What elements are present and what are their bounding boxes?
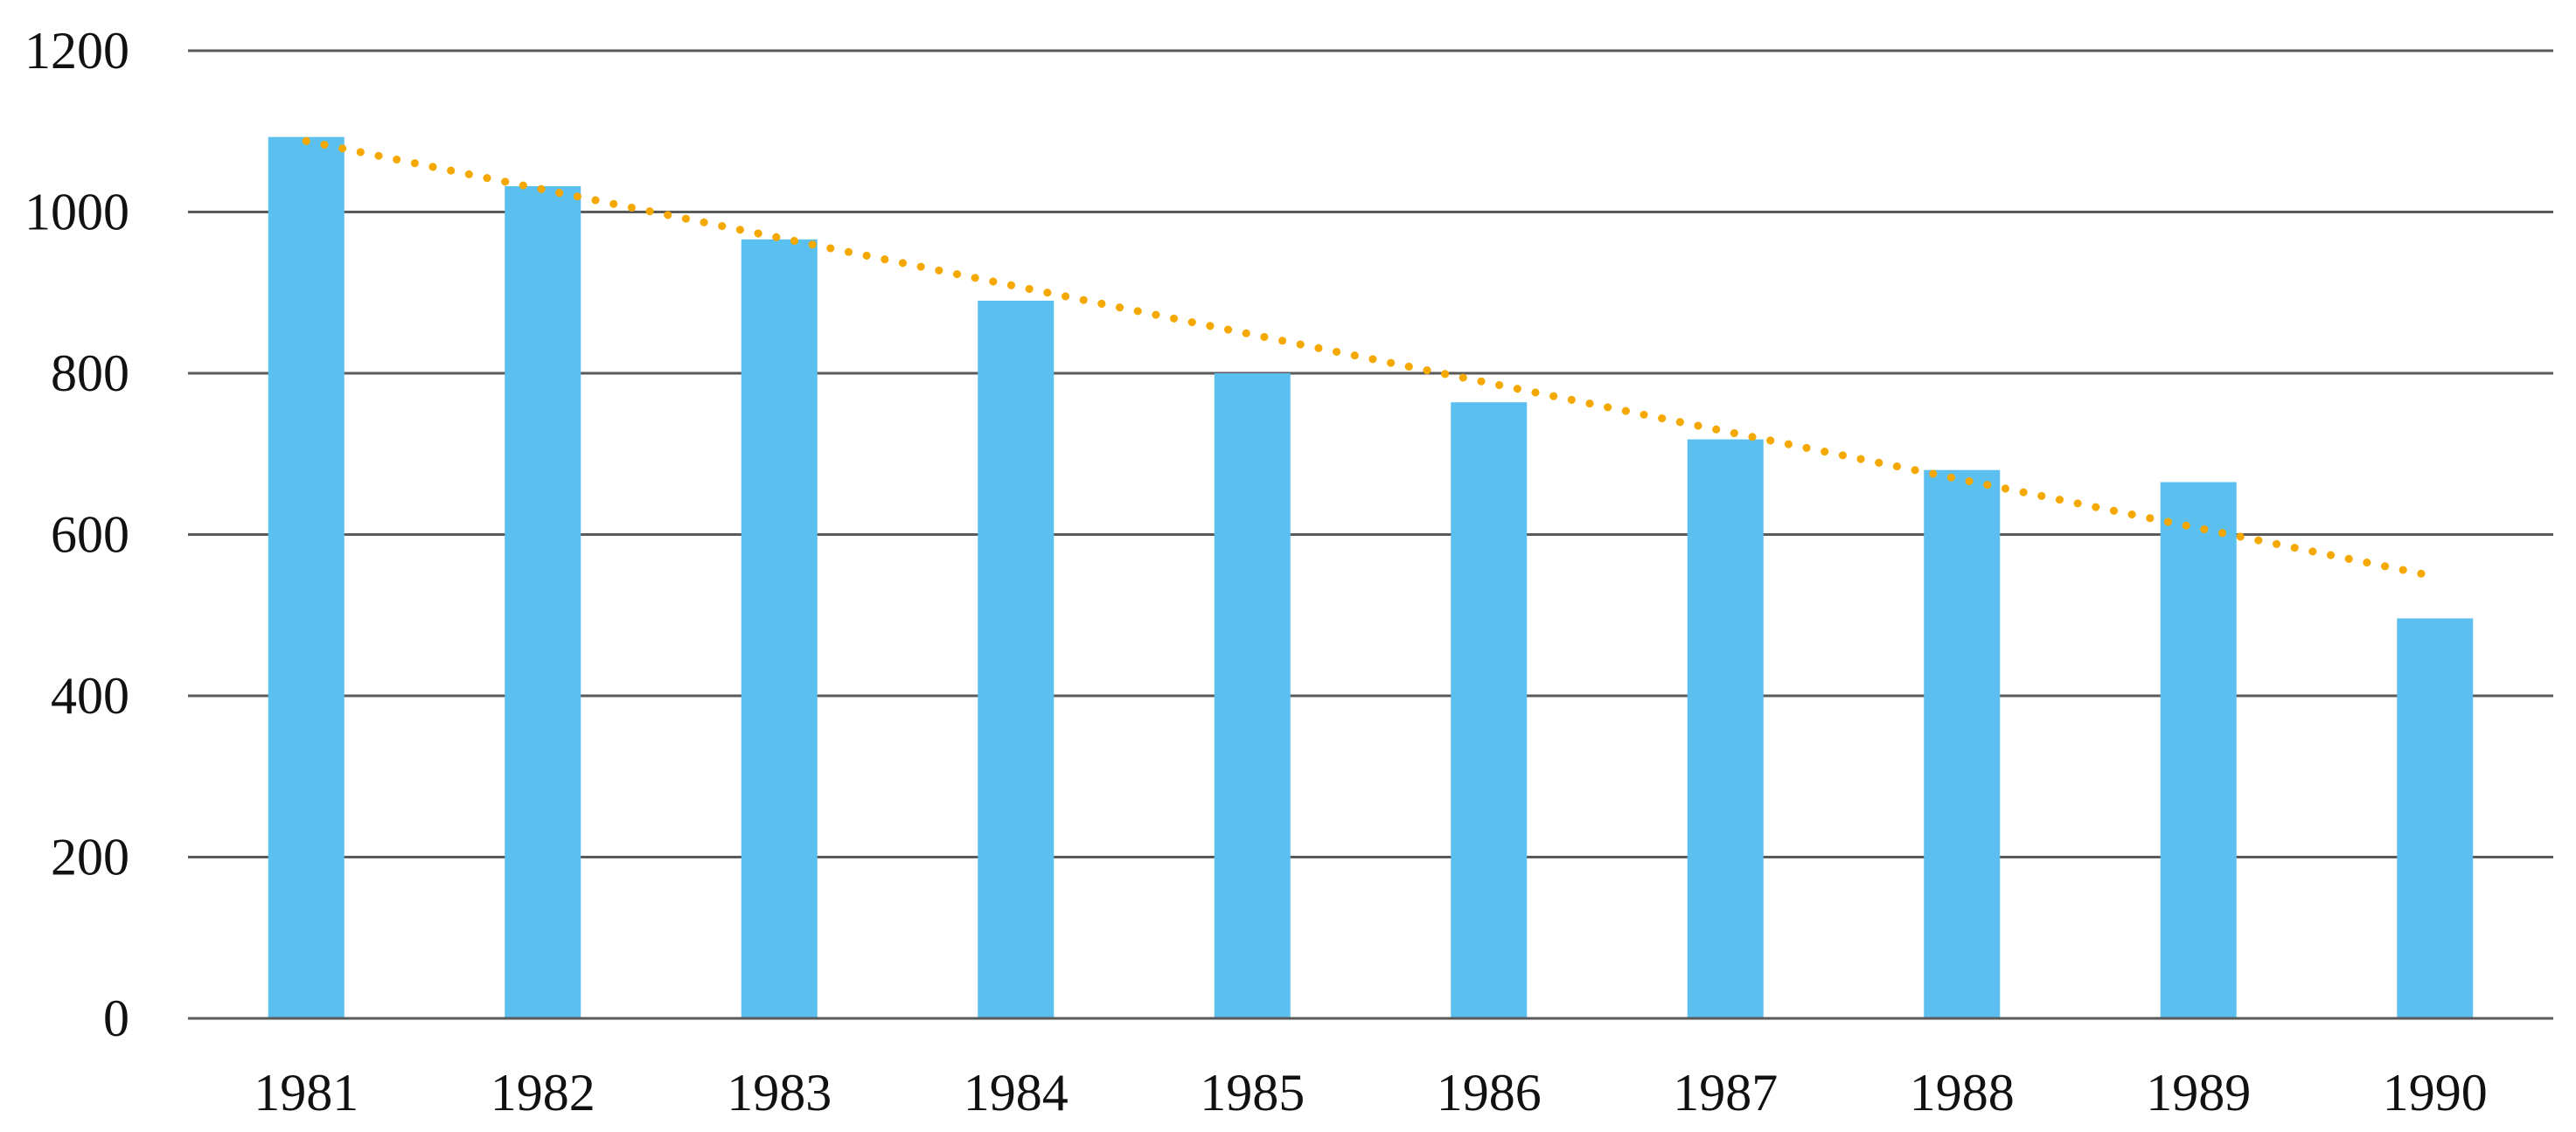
x-tick-label: 1985 xyxy=(1200,1064,1305,1122)
bar-1985 xyxy=(1214,373,1291,1018)
bar-1987 xyxy=(1687,439,1764,1018)
trendline-layer xyxy=(302,136,2440,580)
x-tick-label: 1989 xyxy=(2146,1064,2251,1122)
x-tick-label: 1987 xyxy=(1673,1064,1778,1122)
x-tick-label: 1984 xyxy=(964,1064,1069,1122)
trendline xyxy=(302,136,2440,580)
x-tick-label: 1983 xyxy=(727,1064,832,1122)
x-tick-label: 1986 xyxy=(1437,1064,1542,1122)
bar-1984 xyxy=(978,300,1055,1019)
bar-1989 xyxy=(2160,482,2237,1018)
y-tick-label: 800 xyxy=(51,344,129,402)
y-tick-label: 400 xyxy=(51,667,129,725)
bar-1990 xyxy=(2397,618,2474,1018)
gridlines xyxy=(188,49,2553,858)
bars xyxy=(268,136,2474,1019)
x-tick-label: 1981 xyxy=(254,1064,359,1122)
bar-1988 xyxy=(1924,469,2001,1018)
y-tick-label: 1000 xyxy=(24,184,129,241)
bar-1983 xyxy=(741,239,818,1018)
bar-1986 xyxy=(1451,402,1528,1019)
bar-1981 xyxy=(268,136,345,1018)
y-tick-labels: 0 200 400 600 800 1000 1200 xyxy=(24,22,129,1047)
y-tick-label: 1200 xyxy=(24,22,129,80)
x-tick-label: 1982 xyxy=(491,1064,595,1122)
bar-1982 xyxy=(505,185,581,1019)
y-tick-label: 200 xyxy=(51,829,129,886)
x-tick-labels: 1981 1982 1983 1984 1985 1986 1987 1988 1989 1990 xyxy=(254,1064,2488,1122)
x-tick-label: 1988 xyxy=(1910,1064,2015,1122)
y-tick-label: 600 xyxy=(51,506,129,564)
y-tick-label: 0 xyxy=(103,990,129,1047)
x-tick-label: 1990 xyxy=(2383,1064,2488,1122)
